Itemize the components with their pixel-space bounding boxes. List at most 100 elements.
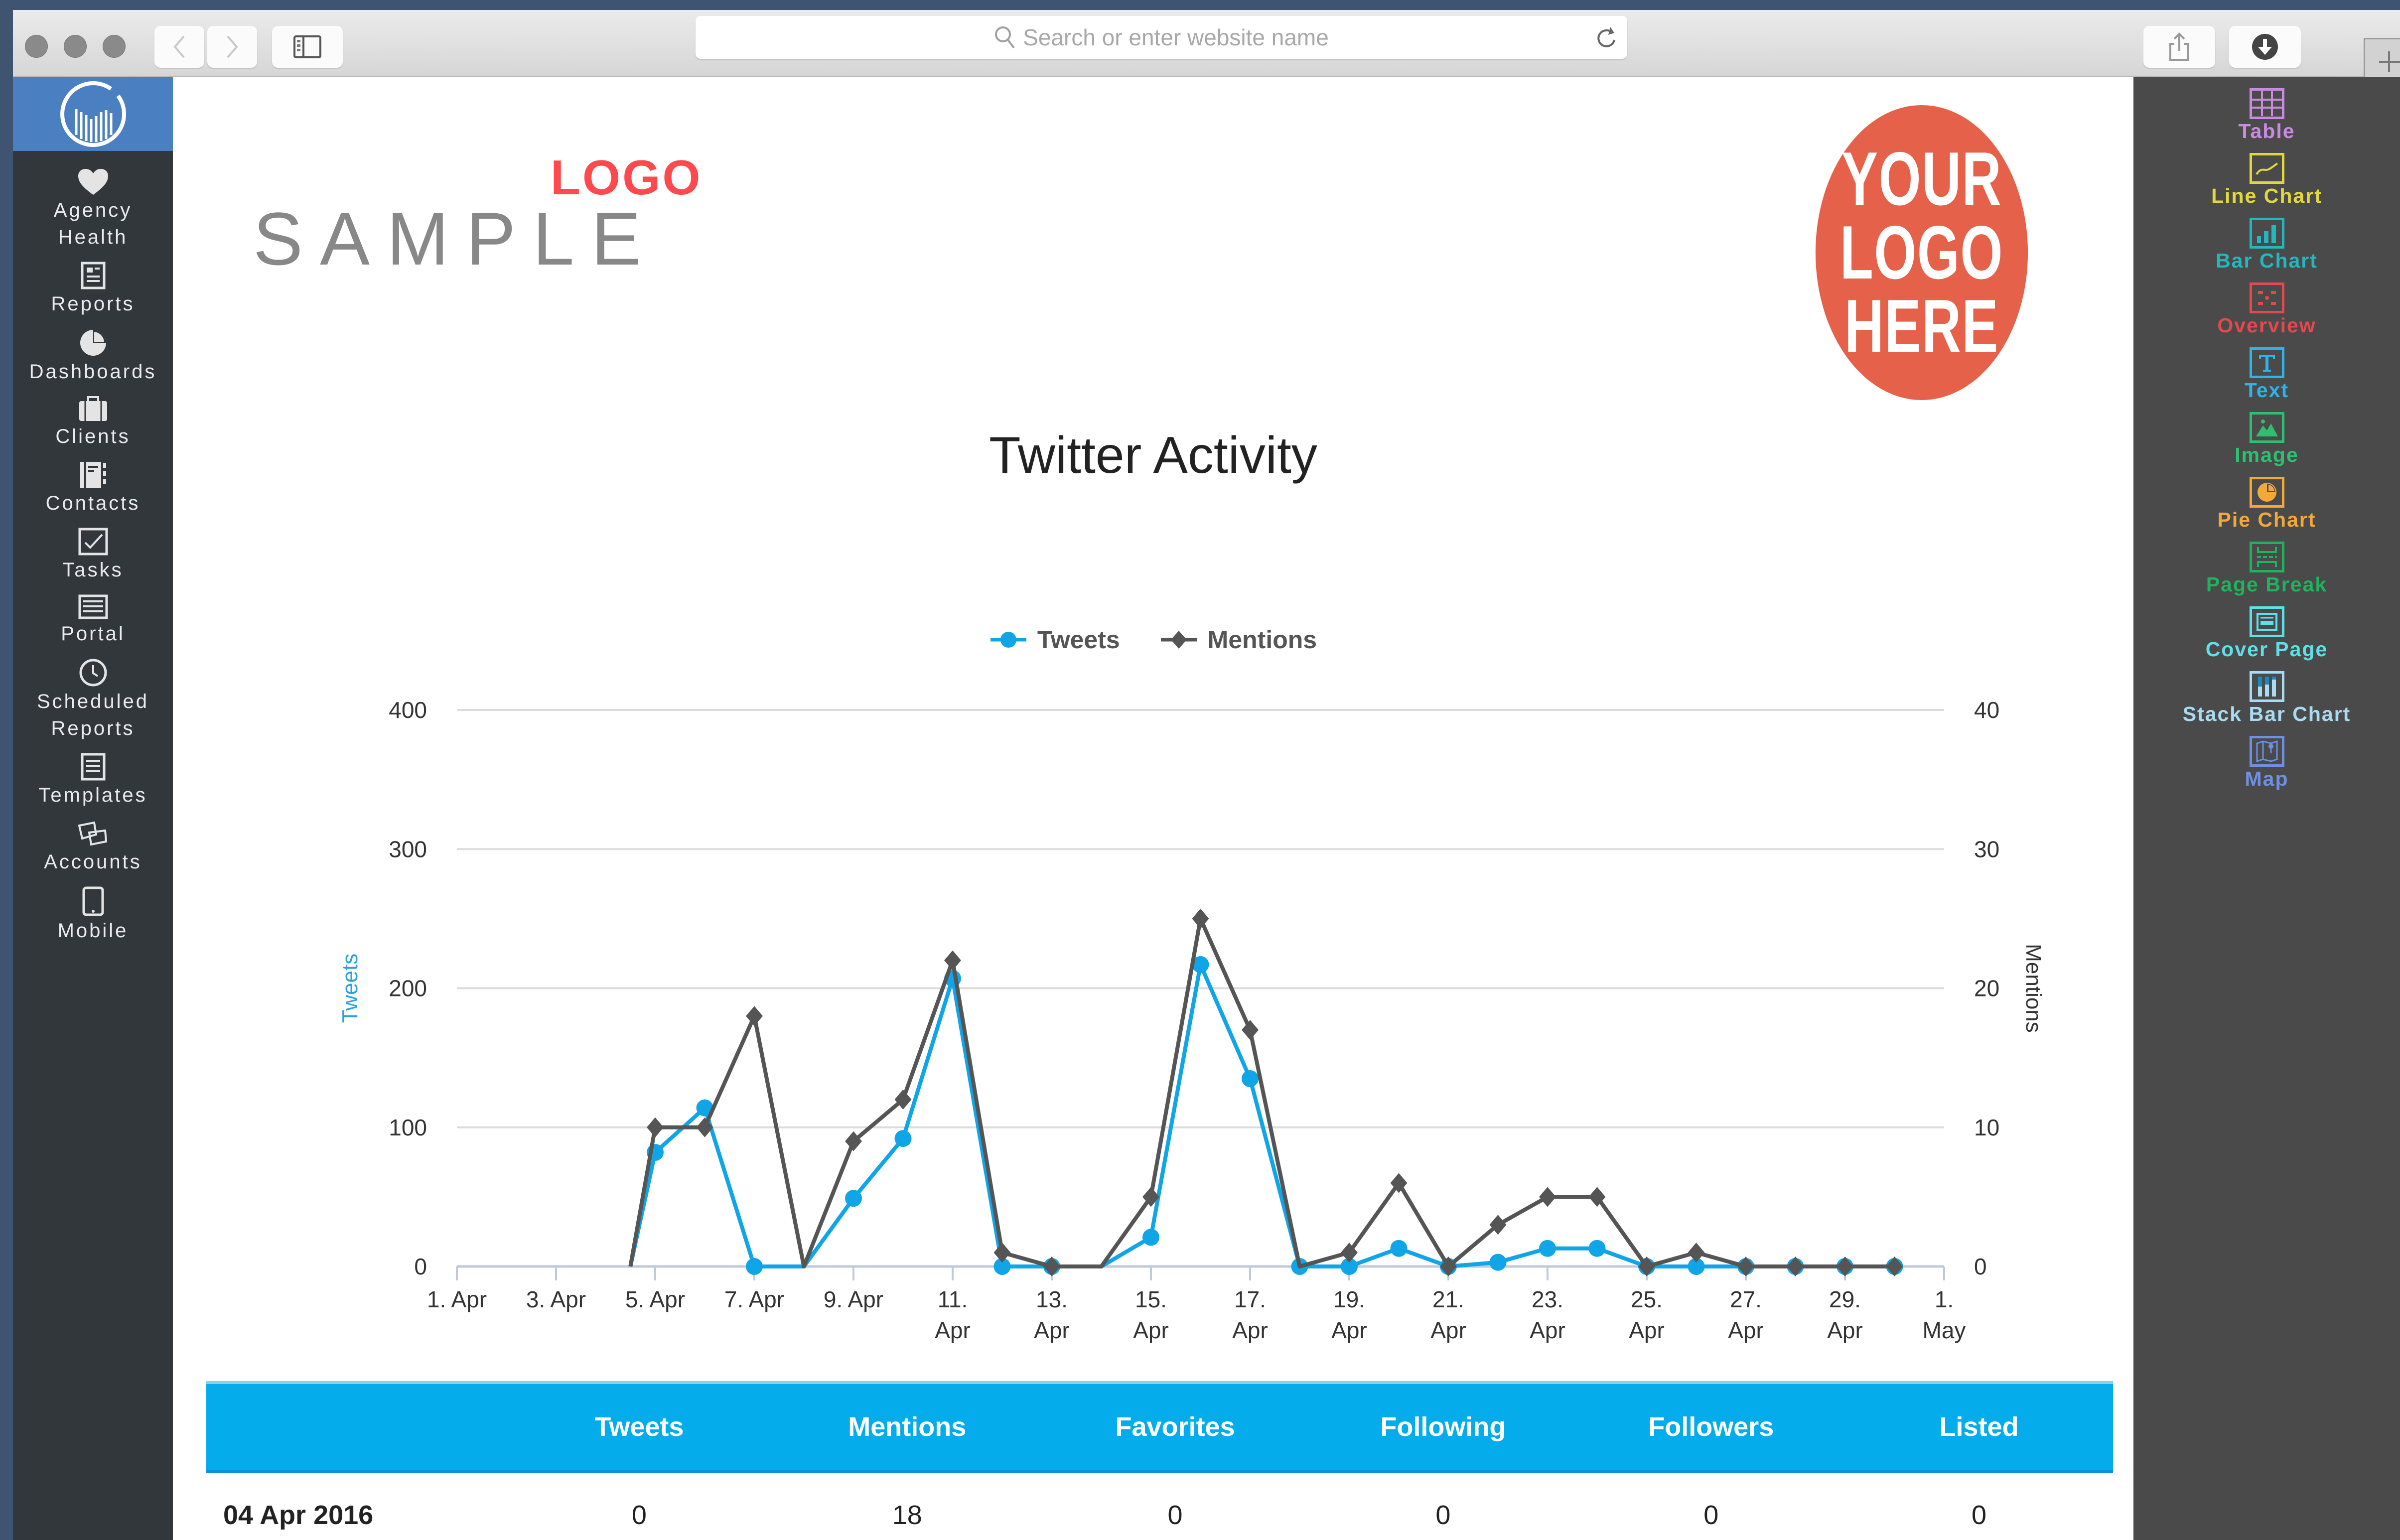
y-tick-left: 400: [389, 697, 427, 723]
data-point-mentions[interactable]: [1638, 1257, 1655, 1276]
data-point-mentions[interactable]: [1688, 1243, 1705, 1263]
y-tick-left: 0: [414, 1254, 427, 1279]
data-point-mentions[interactable]: [746, 1006, 763, 1026]
data-point-tweets[interactable]: [845, 1190, 862, 1207]
widget-overview[interactable]: Overview: [2133, 282, 2400, 337]
data-point-mentions[interactable]: [696, 1117, 713, 1137]
widget-table[interactable]: Table: [2133, 88, 2400, 143]
widget-bar-chart[interactable]: Bar Chart: [2133, 218, 2400, 273]
nav-mobile[interactable]: Mobile: [13, 886, 173, 944]
your-logo-badge[interactable]: YOUR LOGO HERE: [1815, 105, 2028, 400]
data-point-mentions[interactable]: [1787, 1257, 1804, 1276]
widget-label: Map: [2245, 767, 2289, 790]
close-window-button[interactable]: [25, 35, 48, 58]
data-point-mentions[interactable]: [944, 950, 961, 971]
x-tick-label: Apr: [1827, 1317, 1863, 1343]
address-bar[interactable]: Search or enter website name: [696, 16, 1627, 59]
nav-contacts[interactable]: Contacts: [13, 461, 173, 517]
widget-image[interactable]: Image: [2133, 412, 2400, 467]
y-tick-right: 20: [1974, 976, 1999, 1001]
data-point-tweets[interactable]: [1341, 1258, 1358, 1275]
widget-label: Image: [2235, 443, 2299, 466]
header-cell: Tweets: [594, 1412, 684, 1442]
data-point-mentions[interactable]: [1242, 1020, 1259, 1040]
sidebar-toggle-button[interactable]: [272, 26, 343, 68]
app-logo[interactable]: [13, 77, 173, 151]
data-point-mentions[interactable]: [1341, 1243, 1358, 1263]
nav-clients[interactable]: Clients: [13, 396, 173, 450]
data-point-mentions[interactable]: [1192, 908, 1209, 929]
nav-label: Reports: [51, 717, 135, 739]
widget-text[interactable]: Text: [2133, 347, 2400, 402]
nav-scheduled-reports[interactable]: Scheduled Reports: [13, 658, 173, 742]
widget-page-break[interactable]: Page Break: [2133, 542, 2400, 596]
portal-icon: [78, 594, 108, 619]
x-tick-label: Apr: [1232, 1317, 1268, 1343]
data-point-tweets[interactable]: [894, 1130, 912, 1147]
data-point-tweets[interactable]: [1142, 1229, 1159, 1246]
data-point-mentions[interactable]: [1142, 1187, 1159, 1207]
downloads-button[interactable]: [2229, 26, 2301, 68]
nav-agency-health[interactable]: Agency Health: [13, 168, 173, 251]
nav-label: Portal: [61, 623, 125, 645]
legend-item-mentions[interactable]: Mentions: [1160, 625, 1317, 654]
cell-favorites: 0: [1167, 1500, 1183, 1530]
data-point-tweets[interactable]: [1390, 1240, 1408, 1257]
zoom-window-button[interactable]: [103, 35, 126, 58]
y-tick-right: 10: [1974, 1115, 1999, 1140]
data-point-tweets[interactable]: [993, 1258, 1011, 1275]
back-button[interactable]: [154, 26, 204, 68]
reload-icon[interactable]: [1595, 25, 1617, 51]
data-point-mentions[interactable]: [993, 1243, 1011, 1263]
data-point-mentions[interactable]: [1737, 1257, 1754, 1276]
widget-line-chart[interactable]: Line Chart: [2133, 153, 2400, 208]
data-point-mentions[interactable]: [845, 1131, 862, 1151]
data-point-mentions[interactable]: [1390, 1173, 1408, 1193]
widget-map[interactable]: Map: [2133, 736, 2400, 791]
legend-label: Mentions: [1207, 626, 1317, 654]
nav-label: Templates: [38, 784, 147, 806]
data-point-tweets[interactable]: [1588, 1240, 1606, 1257]
header-cell: Mentions: [848, 1412, 967, 1442]
nav-reports[interactable]: Reports: [13, 262, 173, 317]
data-point-mentions[interactable]: [1489, 1215, 1507, 1235]
y-tick-right: 40: [1974, 697, 1999, 723]
nav-portal[interactable]: Portal: [13, 594, 173, 647]
cover-page-icon: [2249, 606, 2284, 637]
x-tick-label: Apr: [1331, 1317, 1367, 1343]
nav-tasks[interactable]: Tasks: [13, 528, 173, 583]
widget-pie-chart[interactable]: Pie Chart: [2133, 477, 2400, 532]
data-point-tweets[interactable]: [1539, 1240, 1556, 1257]
nav-dashboards[interactable]: Dashboards: [13, 328, 173, 385]
legend-item-tweets[interactable]: Tweets: [989, 625, 1120, 654]
data-point-tweets[interactable]: [696, 1099, 713, 1117]
data-point-tweets[interactable]: [1688, 1258, 1705, 1275]
search-icon: [995, 26, 1015, 49]
data-point-tweets[interactable]: [1192, 956, 1209, 974]
data-point-tweets[interactable]: [746, 1258, 763, 1275]
x-tick-label: Apr: [1430, 1317, 1466, 1343]
download-icon: [2252, 34, 2278, 60]
data-point-mentions[interactable]: [1539, 1187, 1556, 1207]
forward-button[interactable]: [207, 26, 257, 68]
widget-label: Overview: [2217, 314, 2316, 337]
data-point-tweets[interactable]: [1489, 1254, 1507, 1271]
share-button[interactable]: [2143, 26, 2215, 68]
nav-label: Mobile: [57, 920, 129, 942]
data-point-mentions[interactable]: [1836, 1257, 1853, 1276]
data-point-mentions[interactable]: [1886, 1257, 1903, 1276]
data-point-mentions[interactable]: [894, 1089, 912, 1110]
data-point-mentions[interactable]: [1588, 1187, 1606, 1207]
nav-templates[interactable]: Templates: [13, 753, 173, 809]
data-point-mentions[interactable]: [1043, 1257, 1060, 1276]
widget-stack-bar-chart[interactable]: Stack Bar Chart: [2133, 671, 2400, 726]
minimize-window-button[interactable]: [64, 35, 87, 58]
checkbox-icon: [78, 528, 108, 556]
data-point-mentions[interactable]: [647, 1117, 664, 1137]
data-point-mentions[interactable]: [1440, 1257, 1457, 1276]
nav-accounts[interactable]: Accounts: [13, 820, 173, 875]
twitter-activity-chart: 0 0 100 10 200 20 300 30 400 40 Tweets Mentions 1. A…: [338, 697, 2046, 1343]
widget-cover-page[interactable]: Cover Page: [2133, 606, 2400, 661]
data-point-tweets[interactable]: [1242, 1070, 1259, 1088]
image-icon: [2249, 412, 2284, 443]
